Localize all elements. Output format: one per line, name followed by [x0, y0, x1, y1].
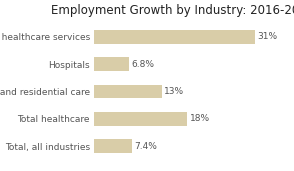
Bar — [94, 139, 133, 153]
Text: 6.8%: 6.8% — [131, 60, 154, 69]
Text: 7.4%: 7.4% — [135, 142, 157, 151]
Bar — [94, 30, 255, 44]
Bar — [94, 57, 129, 71]
Bar — [94, 112, 188, 126]
Text: 31%: 31% — [257, 32, 277, 41]
Bar — [94, 85, 161, 98]
Text: 13%: 13% — [163, 87, 184, 96]
Text: 18%: 18% — [190, 114, 210, 123]
Title: Employment Growth by Industry: 2016-2026: Employment Growth by Industry: 2016-2026 — [51, 4, 294, 17]
